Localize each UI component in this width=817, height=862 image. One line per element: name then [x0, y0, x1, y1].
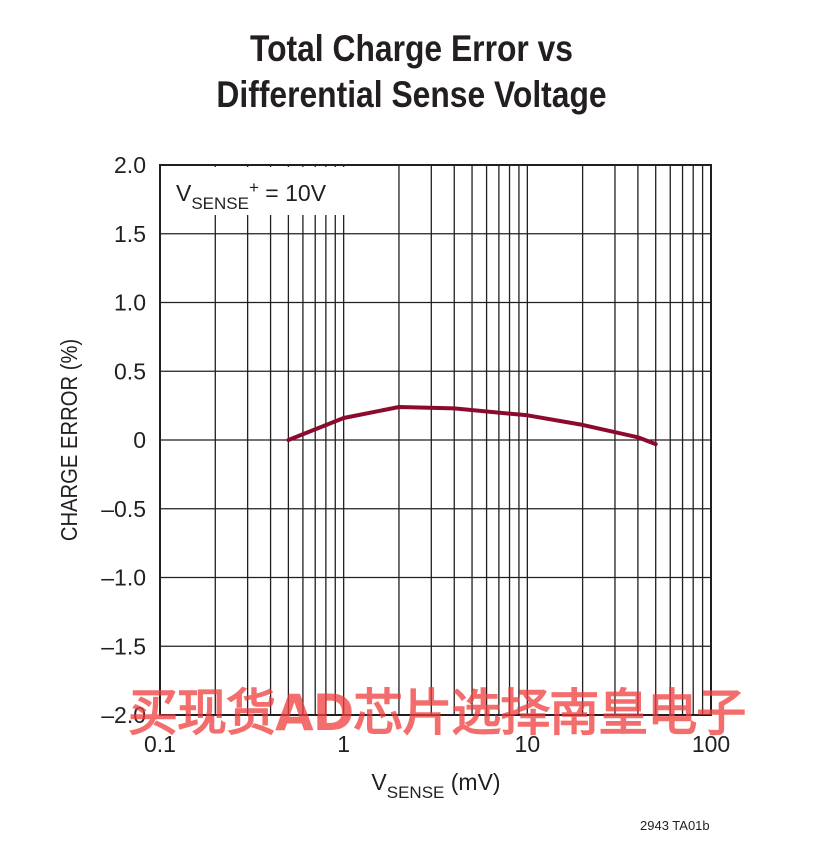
- y-tick-labels: 2.0 1.5 1.0 0.5 0 –0.5 –1.0 –1.5 –2.0: [101, 152, 146, 728]
- chart-title-line-1: Total Charge Error vs: [250, 28, 574, 69]
- x-axis-label-main: V: [371, 769, 387, 795]
- annotation-rest: = 10V: [259, 180, 327, 206]
- x-tick-label: 100: [692, 731, 730, 757]
- x-tick-labels: 0.1 1 10 100: [144, 731, 730, 757]
- annotation-main: V: [176, 180, 192, 206]
- y-tick-label: 1.5: [114, 221, 146, 247]
- series-line: [286, 405, 658, 447]
- annotation-label: VSENSE+ = 10V: [176, 178, 327, 213]
- chart-title: Total Charge Error vs Differential Sense…: [60, 26, 763, 118]
- chart-title-line-2: Differential Sense Voltage: [216, 74, 607, 115]
- y-tick-label: –2.0: [101, 702, 146, 728]
- y-axis-label: CHARGE ERROR (%): [56, 339, 83, 541]
- x-tick-label: 0.1: [144, 731, 176, 757]
- annotation-sup: +: [249, 178, 259, 197]
- x-axis-label-sub: SENSE: [387, 783, 445, 802]
- watermark: 买现货AD芯片选择南皇电子: [128, 684, 746, 742]
- figure-code: 2943 TA01b: [640, 818, 710, 833]
- y-tick-label: 2.0: [114, 152, 146, 178]
- plot-frame: [159, 164, 712, 716]
- y-tick-label: 1.0: [114, 290, 146, 316]
- x-tick-label: 1: [337, 731, 350, 757]
- annotation-sub: SENSE: [191, 194, 249, 213]
- y-tick-label: 0: [133, 427, 146, 453]
- x-axis-label-rest: (mV): [444, 769, 500, 795]
- x-tick-label: 10: [515, 731, 541, 757]
- annotation-box: [162, 167, 357, 215]
- grid-lines: [160, 165, 711, 715]
- x-axis-label: VSENSE (mV): [371, 769, 500, 802]
- y-tick-label: 0.5: [114, 358, 146, 384]
- y-tick-label: –1.5: [101, 633, 146, 659]
- series-layer: [286, 405, 658, 447]
- y-tick-label: –1.0: [101, 565, 146, 591]
- y-tick-label: –0.5: [101, 496, 146, 522]
